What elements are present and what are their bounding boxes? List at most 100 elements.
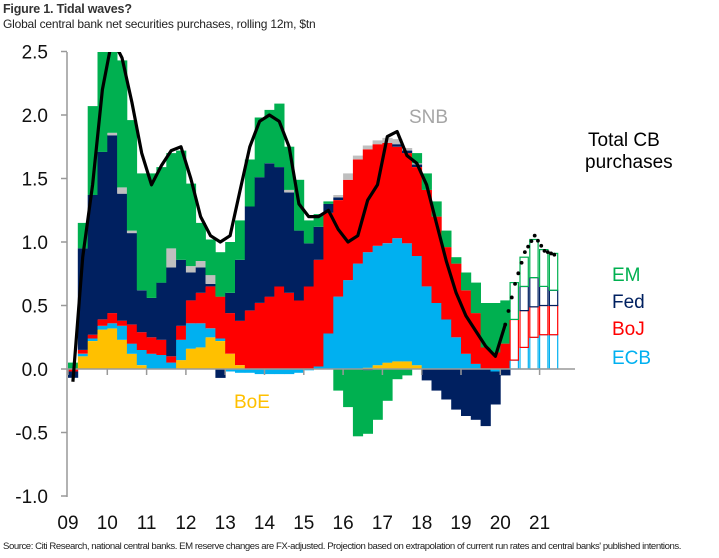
bar-ecb [205, 328, 216, 338]
bar-boj [254, 303, 265, 369]
bar-ecb [185, 323, 197, 349]
bar-fed [107, 135, 118, 314]
bar-snb [284, 189, 295, 193]
bar-em [480, 303, 491, 348]
bar-em-projection [509, 282, 520, 321]
bar-em [244, 159, 255, 207]
total-projection-dot [532, 233, 537, 238]
bar-boj [146, 337, 157, 354]
bar-em [274, 103, 285, 168]
bar-fed [294, 230, 305, 301]
bar-em [126, 120, 138, 231]
bar-ecb-projection [548, 334, 559, 370]
bar-boj [166, 356, 177, 363]
bar-fed [244, 206, 255, 311]
bar-em-projection [529, 238, 539, 279]
bar-em [382, 369, 393, 401]
bar-em [431, 201, 442, 217]
y-tick-label: 2.5 [22, 43, 48, 64]
bar-fed [185, 272, 197, 301]
y-tick-label: -0.5 [15, 424, 48, 445]
chart: 2.5 2.0 1.5 1.0 0.5 0.0 -0.5 -1.0 09 10 11 12 13 14 15… [15, 43, 672, 535]
bar-ecb [176, 339, 187, 361]
bar-boe [411, 365, 423, 369]
bar-em [362, 370, 373, 434]
bar-fed [421, 369, 432, 381]
bar-boj [274, 286, 285, 369]
bar-ecb [126, 343, 138, 354]
x-tick-label: 13 [215, 513, 236, 534]
bar-boj-projection [548, 304, 559, 336]
bar-boj [500, 343, 511, 369]
bar-boe [77, 356, 88, 369]
bar-em [195, 222, 206, 261]
bar-em [284, 146, 295, 190]
bar-ecb [362, 252, 373, 368]
bar-em [215, 252, 226, 297]
bar-fed [451, 369, 462, 410]
x-tick-label: 21 [529, 513, 550, 534]
bar-boj [411, 167, 423, 256]
total-projection-dot [549, 251, 553, 256]
y-tick-label: 0.0 [22, 360, 48, 381]
bar-boe [215, 341, 226, 369]
bar-em [87, 106, 98, 195]
bar-em [264, 109, 275, 164]
source-note: Source: Citi Research, national central … [3, 541, 681, 552]
bar-em [117, 60, 128, 188]
total-projection-dot [516, 271, 521, 276]
bar-em [146, 173, 157, 298]
bar-ecb [254, 369, 265, 375]
x-tick-label: 12 [175, 513, 196, 534]
bar-ecb [490, 369, 501, 372]
bar-boj [235, 320, 246, 366]
bar-ecb [97, 325, 108, 330]
bar-fed [274, 167, 285, 287]
x-tick-label: 19 [450, 513, 471, 534]
bar-em [185, 183, 197, 267]
bar-ecb [235, 369, 246, 373]
bar-ecb [294, 369, 305, 373]
bar-ecb [431, 303, 442, 369]
bar-fed [215, 369, 226, 378]
bar-fed [284, 192, 295, 293]
bar-snb [185, 266, 197, 273]
bar-em [402, 369, 413, 376]
bar-ecb [136, 349, 147, 366]
total-line-layer [71, 52, 557, 382]
bar-em [323, 201, 334, 204]
bar-ecb [470, 363, 481, 369]
bar-boj [185, 300, 197, 324]
label-snb: SNB [409, 107, 448, 128]
label-boe: BoE [234, 392, 270, 413]
x-tick-label: 10 [97, 513, 118, 534]
bar-ecb [284, 369, 295, 375]
bar-boe [382, 362, 393, 369]
legend-boj: BoJ [612, 319, 645, 340]
bar-em [451, 257, 462, 264]
total-projection-dot [536, 238, 540, 243]
bar-ecb [323, 333, 334, 369]
bar-snb [205, 275, 216, 284]
bar-fed [470, 369, 481, 420]
y-tick-label: 1.0 [22, 233, 48, 254]
bar-ecb [215, 338, 226, 341]
x-tick-label: 17 [372, 513, 393, 534]
bar-ecb [382, 243, 393, 363]
bar-fed [126, 233, 138, 325]
bar-fed-projection [538, 285, 549, 307]
bar-fed [87, 195, 98, 335]
bar-fed [176, 259, 187, 326]
bar-boj [176, 325, 187, 340]
bar-boe [107, 328, 118, 369]
bar-boj [87, 334, 98, 339]
bar-fed [117, 193, 128, 321]
bar-snb [362, 145, 373, 150]
bar-boj [333, 200, 344, 297]
bar-fed-projection [529, 277, 539, 308]
bar-em [303, 220, 314, 244]
bar-boj [431, 216, 442, 303]
bar-ecb [441, 319, 452, 369]
bar-em-projection [519, 256, 529, 288]
bar-fed-projection [548, 289, 559, 307]
